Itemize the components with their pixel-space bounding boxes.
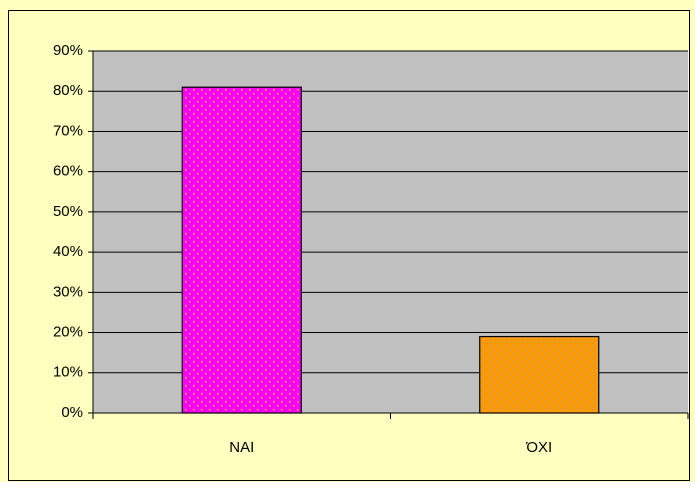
x-tick-label: ΌΧΙ bbox=[525, 439, 552, 456]
y-tick-label: 60% bbox=[53, 163, 83, 180]
y-tick-label: 80% bbox=[53, 82, 83, 99]
y-tick-label: 0% bbox=[61, 404, 83, 421]
x-tick-label: ΝΑΙ bbox=[229, 439, 254, 456]
bar bbox=[479, 335, 600, 414]
y-tick-label: 50% bbox=[53, 203, 83, 220]
y-tick-label: 70% bbox=[53, 122, 83, 139]
y-tick-label: 10% bbox=[53, 364, 83, 381]
y-tick-label: 30% bbox=[53, 283, 83, 300]
y-tick-label: 20% bbox=[53, 324, 83, 341]
chart-border bbox=[8, 10, 690, 481]
y-tick-label: 40% bbox=[53, 243, 83, 260]
y-tick-label: 90% bbox=[53, 42, 83, 59]
bar bbox=[181, 86, 302, 414]
